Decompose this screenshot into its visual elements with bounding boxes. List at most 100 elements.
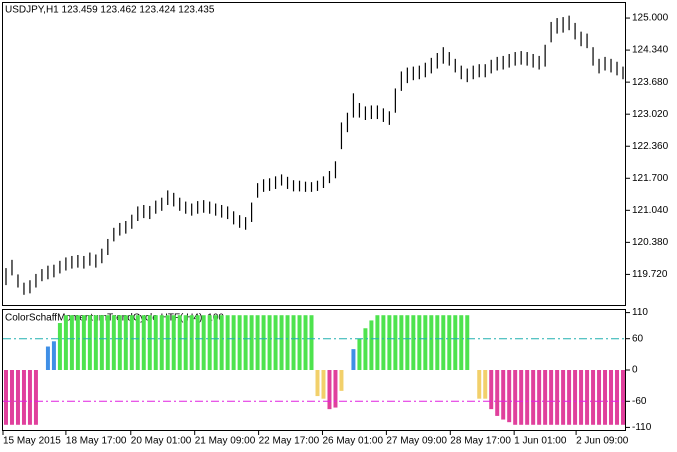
histogram-bar (429, 315, 434, 370)
histogram-bar (51, 341, 56, 370)
histogram-bar (567, 370, 572, 425)
histogram-bar (591, 370, 596, 425)
histogram-bar (357, 338, 362, 370)
histogram-bar (69, 315, 74, 370)
histogram-bar (189, 315, 194, 370)
histogram-bar (183, 315, 188, 370)
y-tick-label: 122.360 (632, 141, 669, 152)
y-tick-label: 60 (632, 333, 644, 344)
histogram-bar (513, 370, 518, 425)
histogram-bar (525, 370, 530, 425)
histogram-bar (441, 315, 446, 370)
histogram-bar (489, 370, 494, 410)
histogram-bar (303, 315, 308, 370)
histogram-bar (123, 315, 128, 370)
histogram-bar (423, 315, 428, 370)
x-tick-label: 15 May 2015 (3, 436, 61, 447)
histogram-bar (477, 370, 482, 399)
x-tick-label: 2 Jun 09:00 (576, 436, 629, 447)
histogram-bar (579, 370, 584, 425)
histogram-bar (537, 370, 542, 425)
histogram-bar (369, 320, 374, 370)
histogram-bar (135, 315, 140, 370)
histogram-bar (57, 323, 62, 370)
histogram-bar (321, 370, 326, 399)
histogram-bar (117, 315, 122, 370)
histogram-bar (519, 370, 524, 425)
histogram-bar (4, 370, 8, 425)
histogram-bar (81, 315, 86, 370)
histogram-bar (333, 370, 338, 408)
histogram-bar (153, 315, 158, 370)
histogram-bar (351, 349, 356, 370)
histogram-bar (279, 315, 284, 370)
histogram-bar (501, 370, 506, 420)
histogram-bar (213, 315, 218, 370)
histogram-bar (447, 315, 452, 370)
histogram-bar (15, 370, 20, 425)
histogram-bar (399, 315, 404, 370)
histogram-bar (141, 315, 146, 370)
histogram-bar (507, 370, 512, 423)
y-tick-label: -60 (632, 396, 647, 407)
histogram-bar (465, 315, 470, 370)
histogram-bar (411, 315, 416, 370)
histogram-bar (291, 315, 296, 370)
histogram-bar (249, 315, 254, 370)
histogram-bar (585, 370, 590, 425)
histogram-bar (87, 315, 92, 370)
y-tick-label: 121.700 (632, 173, 669, 184)
histogram-bar (267, 315, 272, 370)
x-tick-label: 22 May 17:00 (259, 436, 320, 447)
y-tick-label: 110 (632, 307, 648, 318)
histogram-bar (225, 315, 230, 370)
histogram-bar (129, 315, 134, 370)
x-tick-label: 27 May 09:00 (386, 436, 447, 447)
histogram-bar (381, 315, 386, 370)
x-tick-label: 1 Jun 01:00 (514, 436, 567, 447)
y-tick-label: 123.020 (632, 109, 669, 120)
x-tick-label: 28 May 17:00 (450, 436, 511, 447)
histogram-bar (111, 315, 116, 370)
histogram-bar (603, 370, 608, 425)
histogram-bar (93, 315, 98, 370)
histogram-bar (27, 370, 32, 425)
histogram-bar (237, 315, 242, 370)
histogram-bar (621, 370, 625, 425)
histogram-bar (273, 315, 278, 370)
histogram-bar (297, 315, 302, 370)
histogram-bar (315, 370, 320, 397)
x-tick-label: 20 May 01:00 (131, 436, 192, 447)
histogram-bar (393, 315, 398, 370)
histogram-bar (147, 315, 152, 370)
y-tick-label: 120.380 (632, 237, 669, 248)
histogram-bar (159, 315, 164, 370)
x-tick-label: 21 May 09:00 (195, 436, 256, 447)
histogram-bar (387, 315, 392, 370)
histogram-bar (573, 370, 578, 425)
y-tick-label: 123.680 (632, 77, 669, 88)
chart-title: USDJPY,H1 123.459 123.462 123.424 123.43… (5, 5, 215, 16)
histogram-bar (609, 370, 614, 425)
x-tick-label: 18 May 17:00 (66, 436, 127, 447)
histogram-bar (45, 346, 50, 370)
histogram-bar (363, 328, 368, 370)
histogram-bar (33, 370, 38, 425)
histogram-bar (99, 315, 104, 370)
histogram-bar (531, 370, 536, 425)
histogram-bar (207, 315, 212, 370)
price-panel (2, 2, 626, 306)
histogram-bar (549, 370, 554, 425)
y-tick-label: 125.000 (632, 13, 669, 24)
histogram-bar (495, 370, 500, 416)
histogram-bar (543, 370, 548, 425)
histogram-bar (255, 315, 260, 370)
histogram-bar (405, 315, 410, 370)
y-tick-label: 119.720 (632, 269, 668, 280)
histogram-bar (555, 370, 560, 425)
histogram-bar (231, 315, 236, 370)
histogram-bar (453, 315, 458, 370)
histogram-bar (201, 315, 206, 370)
histogram-bar (243, 315, 248, 370)
histogram-bar (435, 315, 440, 370)
